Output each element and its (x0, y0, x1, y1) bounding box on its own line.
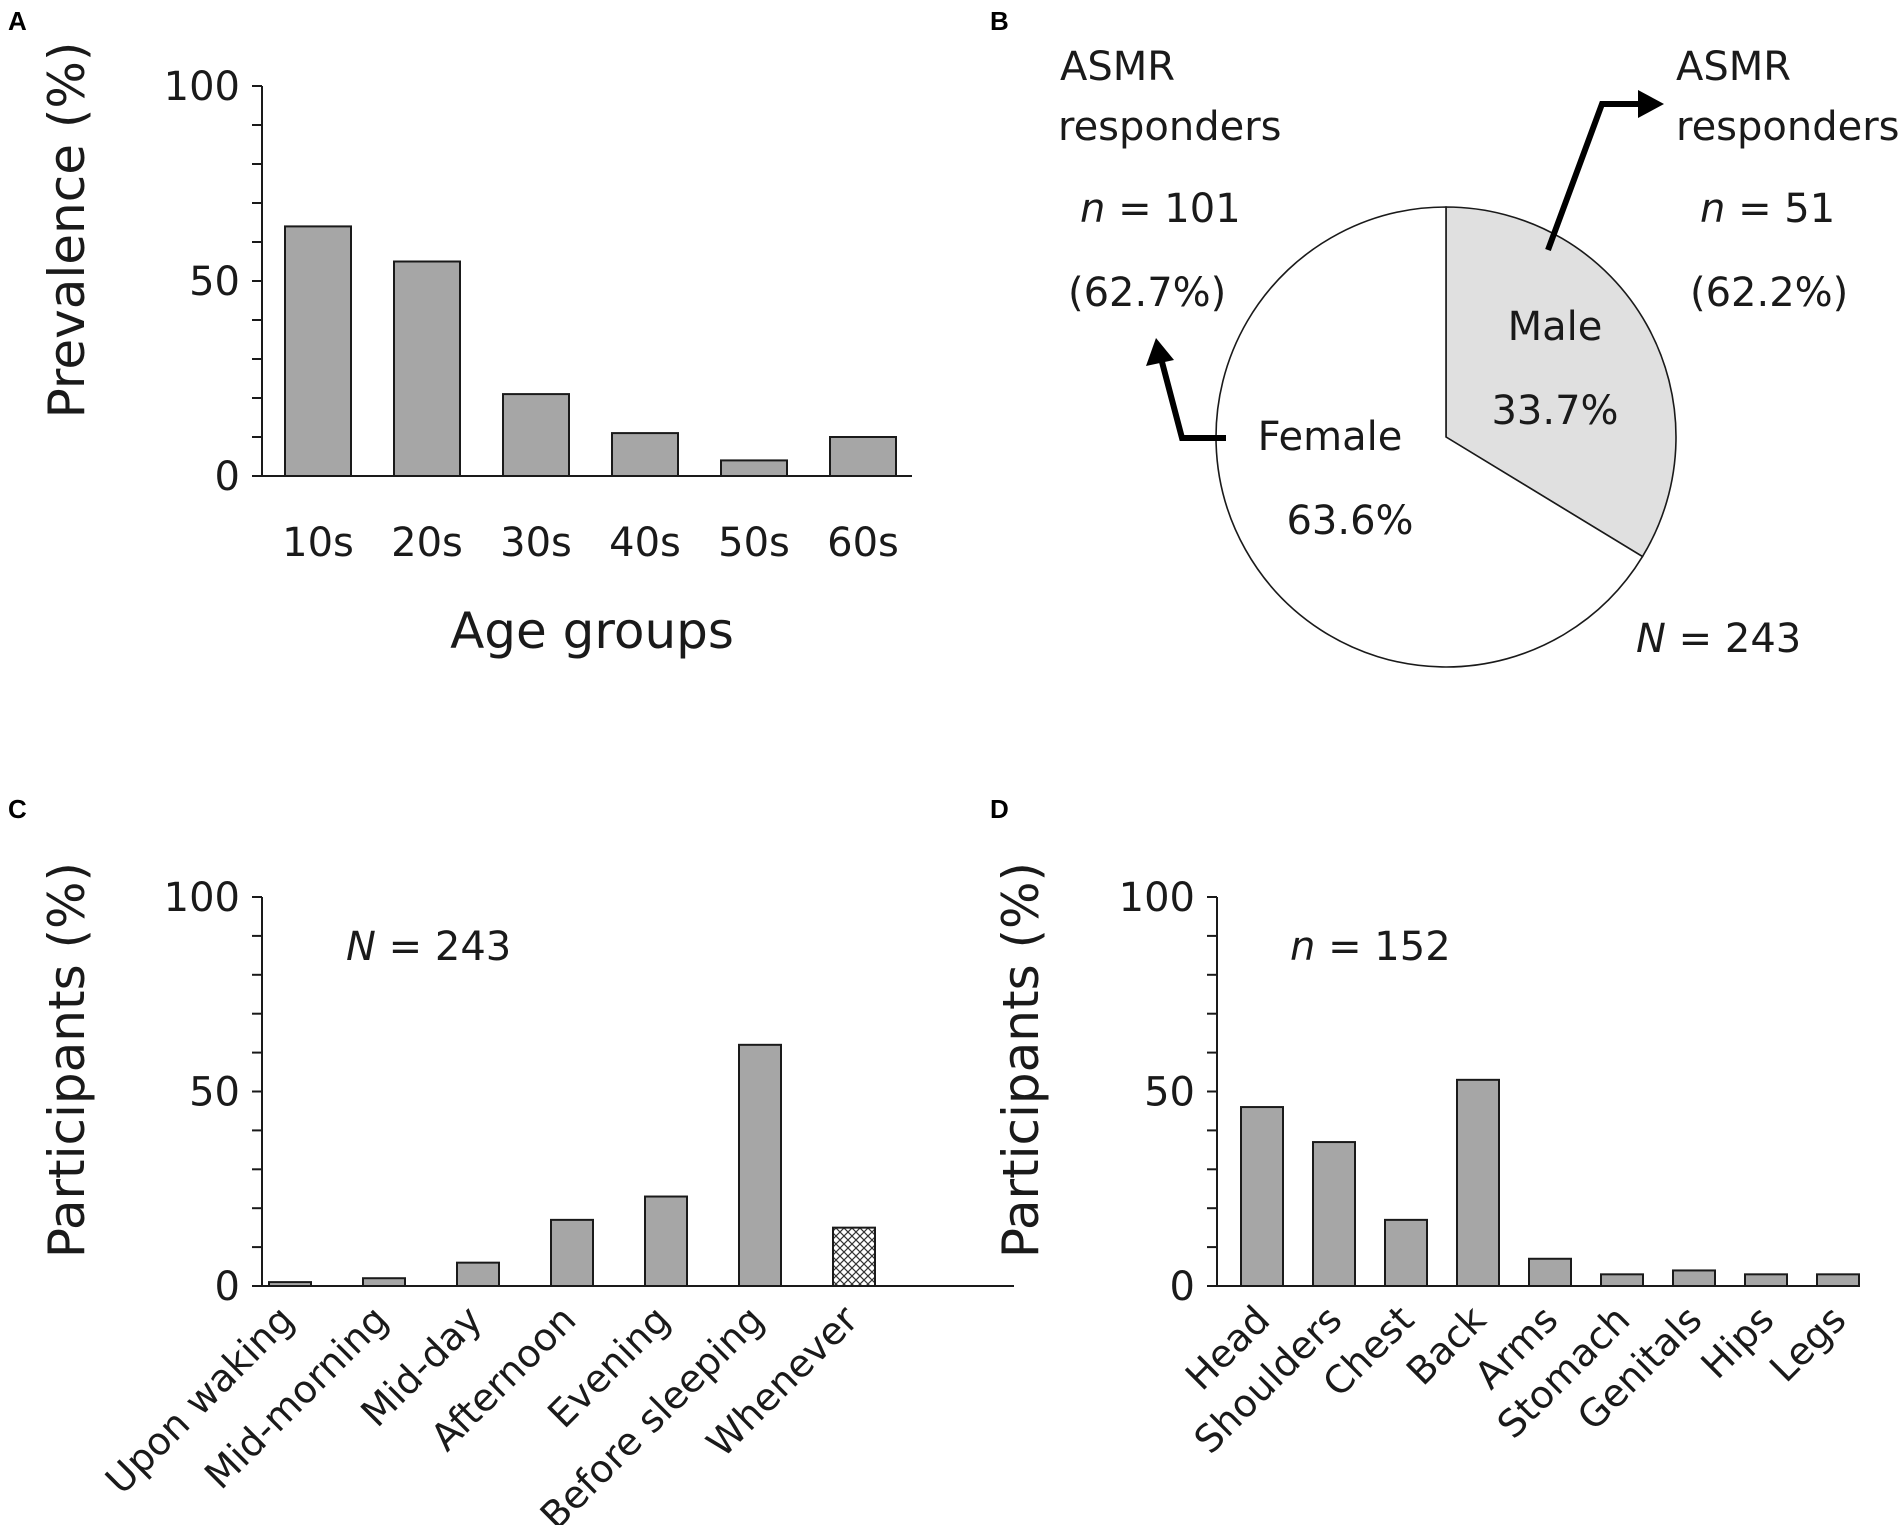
bar (611, 432, 679, 478)
panel-a-letter: A (8, 6, 27, 36)
x-tick-label: Hips (1693, 1297, 1783, 1387)
bar (268, 1281, 312, 1287)
bar (284, 225, 352, 477)
bar (1312, 1141, 1356, 1287)
y-tick-label: 0 (1170, 1264, 1195, 1310)
x-tick-label: 60s (827, 520, 899, 566)
panel-a-ylabel: Prevalence (%) (38, 42, 96, 419)
bar (644, 1195, 688, 1288)
male-slice-percent: 33.7% (1491, 388, 1618, 434)
panel-a: A 10s 20s 30s 40s 50s 60s 0 50 100 Prevalence (… (8, 6, 912, 660)
pie-slice-male (1445, 206, 1677, 558)
bar (1744, 1273, 1788, 1287)
panel-c-ylabel: Participants (%) (38, 862, 96, 1258)
pie-slice-female (1215, 206, 1644, 668)
bar (502, 393, 570, 478)
panel-d-ylabel: Participants (%) (992, 862, 1050, 1258)
panel-b: B ASMR responders n = 101 (62.7%) ASMR r… (990, 6, 1900, 668)
x-tick-label: 20s (391, 520, 463, 566)
female-arrow (1159, 361, 1226, 441)
bar (1456, 1078, 1500, 1287)
panel-b-letter: B (990, 6, 1009, 36)
x-tick-label: 10s (282, 520, 354, 566)
male-slice-label: Male (1508, 304, 1603, 350)
pie-total: N = 243 (1636, 616, 1801, 662)
x-tick-label: Legs (1761, 1297, 1854, 1390)
bar (550, 1218, 594, 1287)
panel-d: D HeadShouldersChestBackArmsStomachGenit… (990, 794, 1860, 1462)
female-annotation-pct: (62.7%) (1068, 270, 1226, 316)
panel-d-note: n = 152 (1290, 924, 1451, 970)
panel-c-letter: C (8, 794, 27, 824)
male-annotation-line2: responders (1676, 104, 1900, 150)
female-slice-label: Female (1258, 414, 1403, 460)
male-annotation-pct: (62.2%) (1690, 270, 1848, 316)
panel-a-xlabel: Age groups (450, 602, 734, 660)
x-tick-label: 30s (500, 520, 572, 566)
bar (832, 1226, 876, 1288)
male-arrowhead (1638, 90, 1664, 118)
y-tick-label: 50 (189, 1070, 240, 1116)
bar (1816, 1273, 1860, 1287)
bar (1384, 1218, 1428, 1287)
x-tick-label: 40s (609, 520, 681, 566)
bar (362, 1277, 406, 1287)
male-arrow (1545, 101, 1642, 252)
x-tick-label: 50s (718, 520, 790, 566)
female-annotation-n: n = 101 (1080, 186, 1241, 232)
y-tick-label: 50 (189, 259, 240, 305)
y-tick-label: 0 (215, 454, 240, 500)
bar (1600, 1273, 1644, 1287)
bar (720, 459, 788, 477)
bar (1672, 1269, 1716, 1287)
bar (829, 436, 897, 477)
y-tick-label: 100 (1119, 875, 1195, 921)
y-tick-label: 50 (1144, 1070, 1195, 1116)
male-annotation-n: n = 51 (1700, 186, 1835, 232)
panel-c-note: N = 243 (346, 924, 511, 970)
female-annotation-line1: ASMR (1060, 44, 1175, 90)
panel-d-letter: D (990, 794, 1009, 824)
bar (1240, 1106, 1284, 1288)
female-slice-percent: 63.6% (1286, 498, 1413, 544)
y-tick-label: 100 (164, 64, 240, 110)
panel-c: C Upon wakingMid-morningMid-dayAfternoon… (8, 794, 1014, 1525)
female-annotation-line2: responders (1058, 104, 1282, 150)
male-annotation-line1: ASMR (1676, 44, 1791, 90)
female-arrowhead (1146, 338, 1174, 366)
bar (1528, 1257, 1572, 1288)
bar (456, 1261, 500, 1288)
y-tick-label: 0 (215, 1264, 240, 1310)
bar (393, 260, 461, 477)
bar (738, 1043, 782, 1287)
y-tick-label: 100 (164, 875, 240, 921)
